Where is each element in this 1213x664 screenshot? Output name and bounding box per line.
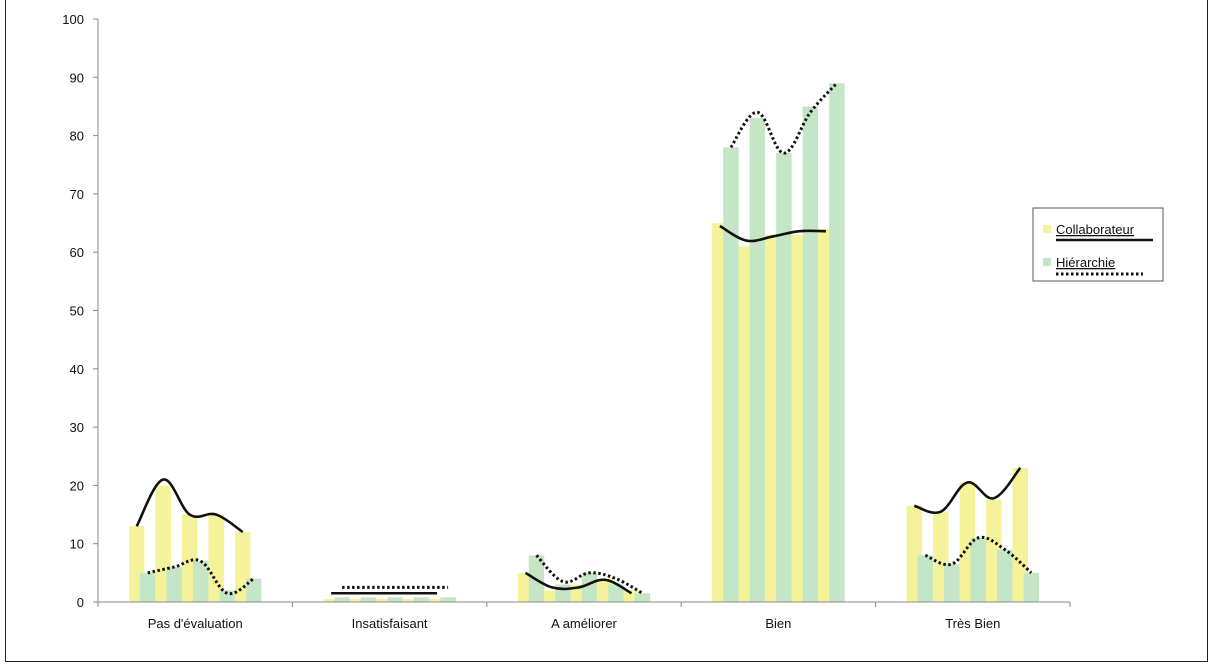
trend-line-collaborateur — [135, 478, 244, 534]
bar-hierarchie — [245, 578, 262, 602]
bar-collaborateur — [349, 599, 366, 602]
x-category-label: Pas d'évaluation — [148, 616, 243, 631]
y-tick-label: 10 — [70, 537, 84, 552]
bar-hierarchie — [1023, 572, 1040, 602]
bar-hierarchie — [749, 118, 766, 603]
legend-box — [1032, 207, 1164, 282]
bar-hierarchie — [555, 584, 571, 602]
trend-line-collaborateur — [524, 571, 633, 595]
bar-hierarchie — [334, 597, 350, 602]
bar-hierarchie — [970, 537, 987, 602]
legend-label-collaborateur: Collaborateur — [1056, 222, 1135, 237]
bar-hierarchie — [634, 593, 651, 602]
bar-hierarchie — [166, 567, 182, 602]
trend-line-hierarchie — [535, 554, 644, 595]
bar-hierarchie — [360, 597, 377, 602]
y-tick-label: 90 — [70, 70, 84, 85]
trend-line-collaborateur — [913, 467, 1022, 514]
legend-swatch-hierarchie — [1043, 258, 1051, 266]
bar-hierarchie — [802, 106, 819, 602]
x-category-label: A améliorer — [551, 616, 617, 631]
bar-collaborateur — [1012, 467, 1029, 602]
y-tick-label: 60 — [70, 245, 84, 260]
bar-hierarchie — [776, 153, 792, 602]
bar-collaborateur — [402, 599, 419, 602]
bar-hierarchie — [608, 584, 624, 602]
bar-collaborateur — [429, 599, 445, 602]
x-category-label: Insatisfaisant — [352, 616, 428, 631]
x-category-label: Bien — [765, 616, 791, 631]
bar-hierarchie — [997, 549, 1013, 602]
bar-collaborateur — [376, 599, 392, 602]
y-tick-label: 0 — [77, 595, 84, 610]
trend-line-hierarchie — [147, 558, 255, 596]
y-tick-label: 100 — [62, 12, 84, 27]
legend: Collaborateur Hiérarchie — [1032, 207, 1164, 282]
y-tick-label: 80 — [70, 129, 84, 144]
trend-line-hierarchie — [924, 535, 1033, 574]
bar-collaborateur — [544, 590, 560, 602]
y-tick-label: 20 — [70, 478, 84, 493]
bar-hierarchie — [944, 564, 960, 602]
bar-collaborateur — [208, 514, 224, 602]
trend-lines-layer — [135, 82, 1033, 596]
bar-hierarchie — [192, 561, 209, 602]
x-category-label: Très Bien — [945, 616, 1000, 631]
y-tick-label: 30 — [70, 420, 84, 435]
bar-hierarchie — [829, 83, 845, 602]
bar-hierarchie — [139, 572, 156, 602]
bar-hierarchie — [387, 597, 403, 602]
legend-swatch-collaborateur — [1043, 225, 1051, 233]
y-tick-label: 70 — [70, 187, 84, 202]
bar-hierarchie — [723, 147, 739, 602]
trend-line-hierarchie — [729, 82, 839, 155]
y-tick-label: 50 — [70, 304, 84, 319]
bar-hierarchie — [917, 555, 934, 602]
y-tick-label: 40 — [70, 362, 84, 377]
bar-hierarchie — [440, 597, 456, 602]
bar-hierarchie — [219, 590, 235, 602]
bar-hierarchie — [413, 597, 430, 602]
axes-layer: 0 10 20 30 40 50 60 70 80 90 100 Pas d'évaluation In… — [62, 12, 1071, 631]
trend-line-collaborateur — [719, 224, 826, 243]
chart-frame — [5, 0, 1208, 662]
bar-collaborateur — [323, 599, 339, 602]
bars-layer — [128, 83, 1040, 603]
bar-collaborateur — [623, 590, 640, 602]
legend-label-hierarchie: Hiérarchie — [1056, 255, 1115, 270]
bar-hierarchie — [581, 572, 598, 602]
